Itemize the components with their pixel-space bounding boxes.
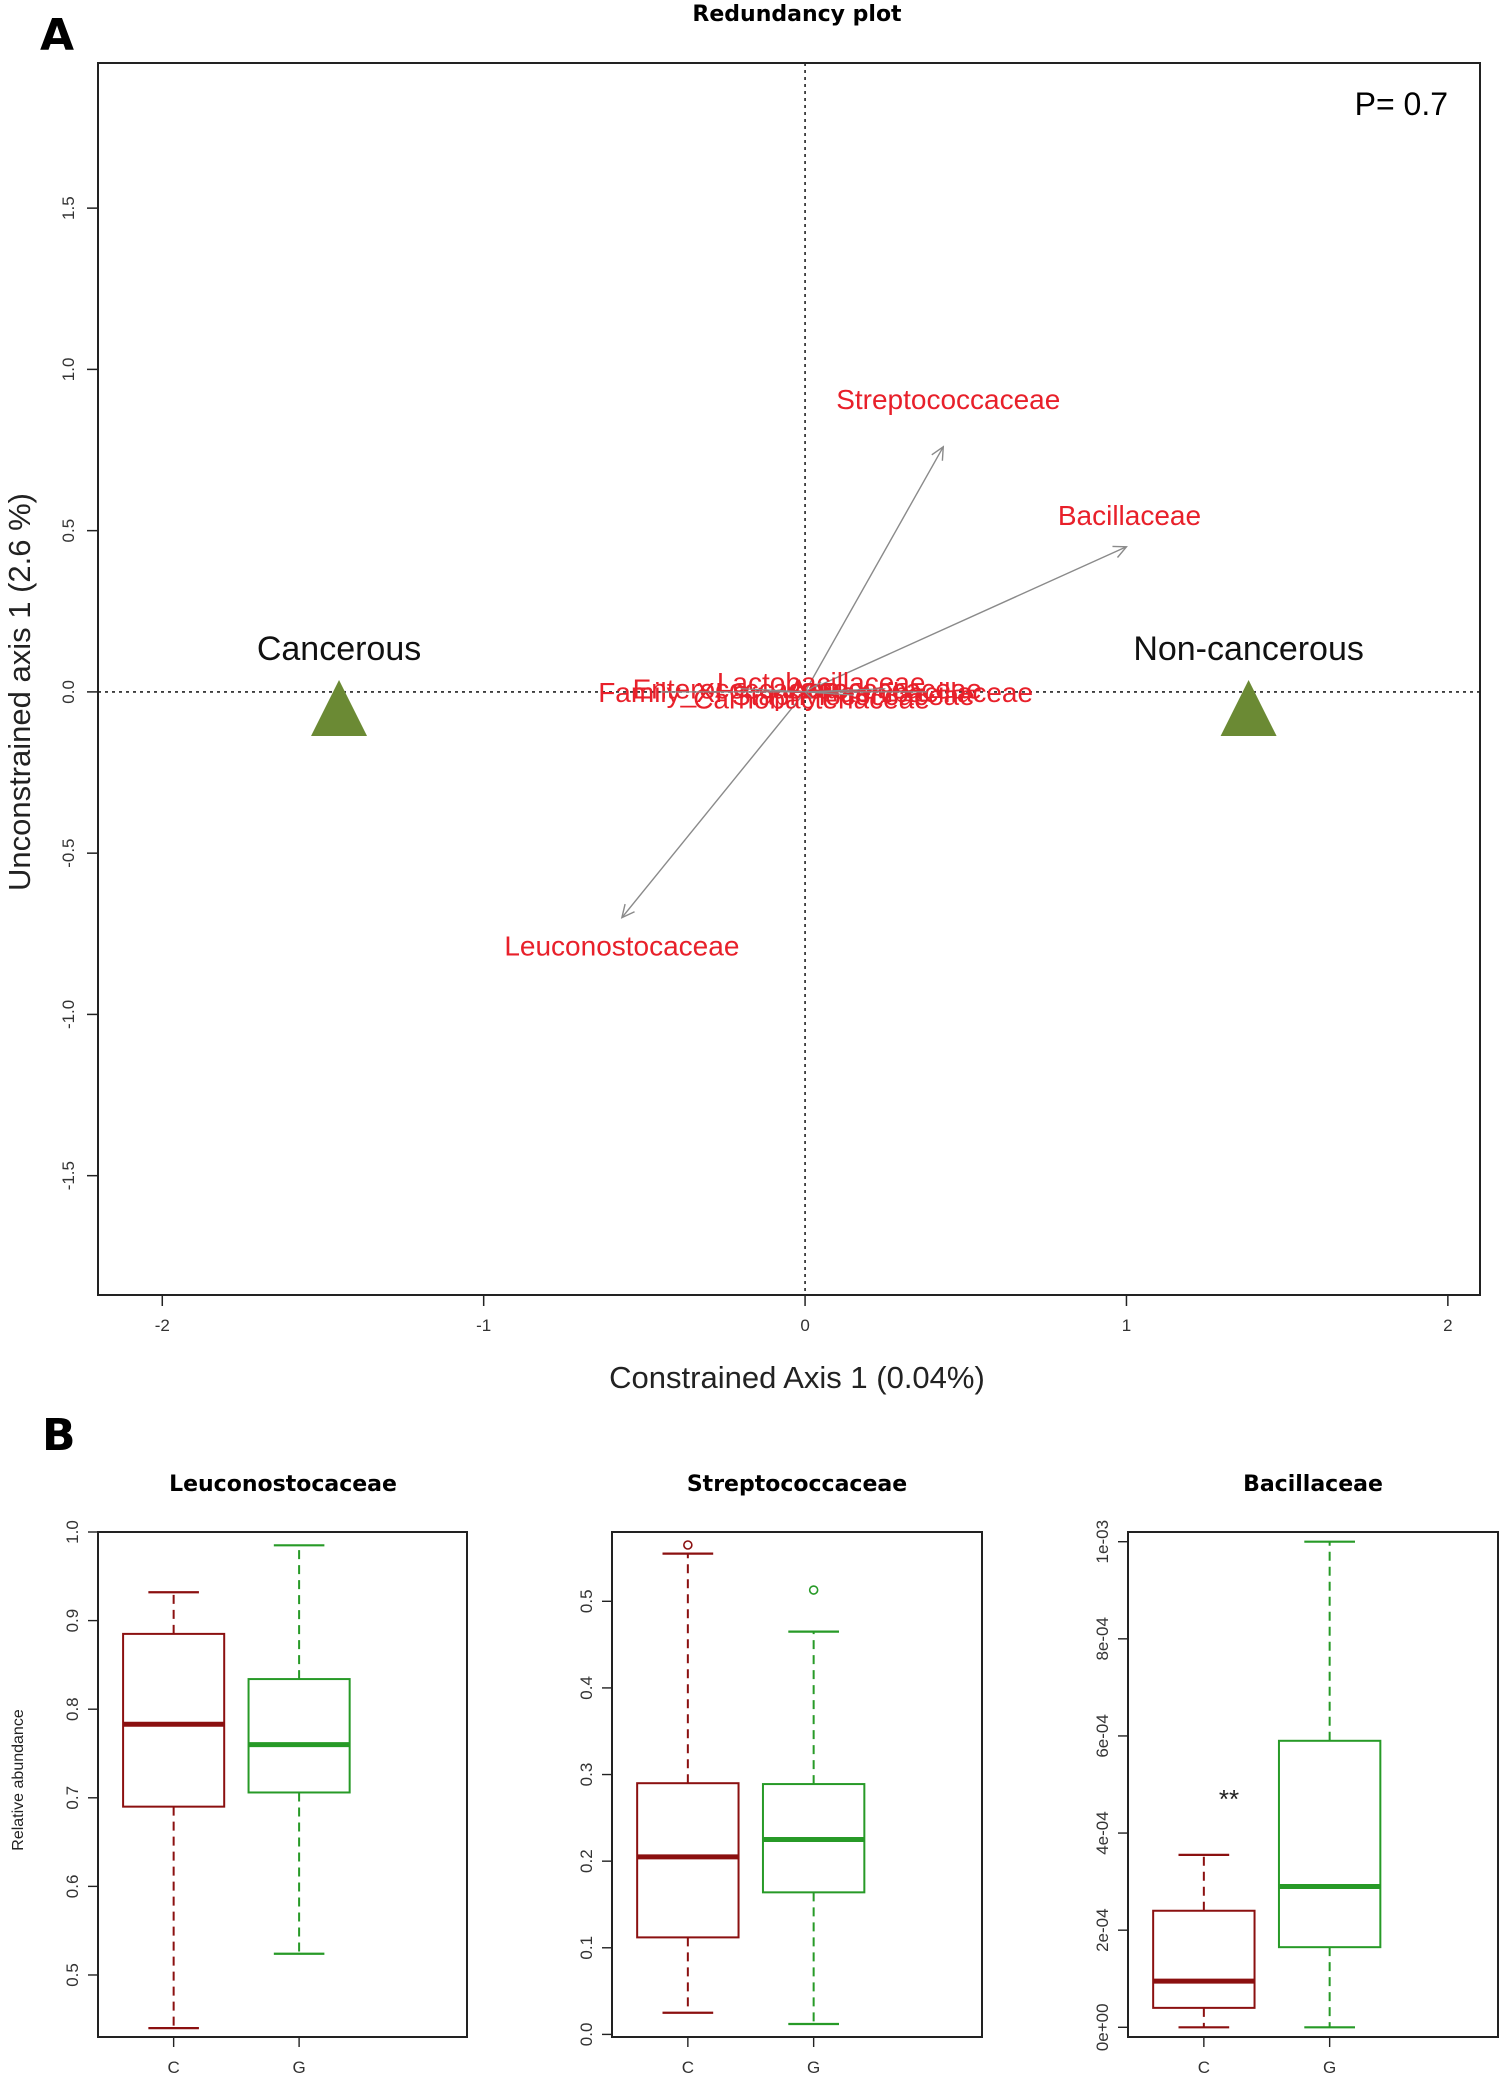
rda-y-tick-label: 0.5: [59, 519, 78, 543]
panel-b-letter: B: [42, 1410, 76, 1461]
boxplot-y-tick-label: 4e-04: [1093, 1811, 1112, 1854]
p-value-annotation: P= 0.7: [1355, 86, 1448, 122]
boxplot-box: [1277, 1739, 1382, 1949]
rda-arrowhead: [620, 903, 635, 919]
rda-y-tick-label: -0.5: [59, 839, 78, 868]
rda-x-axis-title: Constrained Axis 1 (0.04%): [609, 1360, 985, 1395]
boxplot-leuconostocaceae-title: Leuconostocaceae: [169, 1472, 397, 1497]
boxplot-y-tick-label: 0.3: [577, 1763, 596, 1787]
boxplot-y-tick-label: 0.7: [63, 1786, 82, 1810]
group-label: Non-cancerous: [1133, 630, 1364, 668]
group-marker: [1220, 680, 1277, 737]
rda-axes: -2 -1 0 1 2 -1.5 -1.0 -0.5 0.0 0.5 1.0 1.5: [59, 63, 1480, 1335]
boxplot-frame: [1127, 1531, 1499, 2038]
rda-x-tick-label: 1: [1122, 1316, 1131, 1335]
boxplot-outlier: [808, 1585, 819, 1595]
boxplot-box: [122, 1632, 226, 1808]
boxplot-outlier: [683, 1540, 693, 1550]
boxplot-y-tick-label: 6e-04: [1093, 1714, 1112, 1757]
rda-x-tick-label: -2: [155, 1316, 170, 1335]
rda-arrow: [804, 691, 812, 699]
boxplot-y-tick-label: 1.0: [63, 1520, 82, 1544]
boxplot-category-label: C: [1198, 2058, 1210, 2077]
boxplot-category-label: C: [682, 2058, 694, 2077]
rda-x-tick-label: -1: [476, 1316, 491, 1335]
boxplot-y-tick-label: 0.8: [63, 1697, 82, 1721]
rda-y-axis-title: Unconstrained axis 1 (2.6 %): [2, 493, 37, 891]
rda-taxon-label: Bacillaceae: [1058, 500, 1201, 531]
rda-arrow: [804, 446, 944, 693]
boxplot-y-tick-label: 2e-04: [1093, 1908, 1112, 1951]
boxplot-box: [1152, 1909, 1256, 2009]
boxplot-y-tick-label: 0.5: [577, 1589, 596, 1613]
boxplot-category-label: G: [1323, 2058, 1336, 2077]
rda-arrow: [804, 681, 822, 693]
rda-x-tick-label: 0: [800, 1316, 809, 1335]
boxplot-y-tick-label: 0.6: [63, 1875, 82, 1899]
boxplot-frame: [97, 1531, 468, 2038]
boxplot-category-label: G: [292, 2058, 305, 2077]
boxplot-y-tick-label: 0.9: [63, 1609, 82, 1633]
panel-a-letter: A: [40, 10, 74, 61]
boxplot-box: [247, 1678, 351, 1794]
rda-arrowhead: [931, 445, 945, 461]
rda-taxon-label: Staphylococcaceae: [732, 680, 975, 711]
boxplot-category-label: C: [168, 2058, 180, 2077]
group-label: Cancerous: [257, 630, 421, 668]
rda-taxon-label: Leuconostocaceae: [504, 931, 739, 962]
boxplot-y-tick-label: 0.0: [577, 2023, 596, 2047]
boxplot-y-tick-label: 0.1: [577, 1936, 596, 1960]
boxplot-y-tick-label: 1e-03: [1093, 1520, 1112, 1563]
rda-y-tick-label: 1.5: [59, 196, 78, 220]
rda-y-tick-label: -1.5: [59, 1161, 78, 1190]
rda-groups: Cancerous Non-cancerous: [257, 630, 1364, 737]
boxplot-streptococcaceae: Streptococcaceae 0.0 0.1 0.2 0.3 0.4 0.5 C G: [577, 1472, 983, 2077]
group-marker: [311, 680, 368, 737]
rda-arrow: [805, 688, 886, 693]
rda-arrowhead: [1112, 545, 1128, 558]
rda-plot-frame: [97, 62, 1481, 1296]
boxplot-leuconostocaceae: Leuconostocaceae Relative abundance 0.5 0…: [10, 1472, 468, 2077]
boxplot-y-tick-label: 0.4: [577, 1676, 596, 1700]
boxplot-box: [636, 1782, 740, 1939]
redundancy-plot: Redundancy plot -2 -1 0 1 2 -1.5 -1.0 -0.5 0.0 0.…: [2, 2, 1481, 1395]
boxplot-y-tick-label: 8e-04: [1093, 1617, 1112, 1660]
boxplot-y-tick-label: 0.2: [577, 1849, 596, 1873]
rda-taxon-label: Streptococcaceae: [836, 384, 1060, 415]
boxplot-category-label: G: [807, 2058, 820, 2077]
rda-y-tick-label: 1.0: [59, 358, 78, 382]
rda-x-tick-label: 2: [1443, 1316, 1452, 1335]
boxplot-bacillaceae: Bacillaceae ** 0e+00 2e-04 4e-04 6e-04 8e-04…: [1093, 1472, 1499, 2077]
relative-abundance-axis-title: Relative abundance: [10, 1709, 27, 1851]
boxplot-bacillaceae-title: Bacillaceae: [1243, 1472, 1383, 1497]
rda-y-tick-label: -1.0: [59, 1000, 78, 1029]
rda-arrows: Streptococcaceae Bacillaceae Leuconostocac…: [504, 384, 1201, 962]
boxplot-frame: [611, 1531, 983, 2038]
boxplot-y-tick-label: 0e+00: [1093, 2003, 1112, 2051]
boxplot-streptococcaceae-title: Streptococcaceae: [687, 1472, 907, 1497]
significance-annotation: **: [1219, 1784, 1239, 1814]
rda-arrow: [804, 546, 1127, 693]
rda-y-tick-label: 0.0: [59, 680, 78, 704]
boxplot-y-tick-label: 0.5: [63, 1963, 82, 1987]
rda-arrow: [621, 691, 806, 919]
rda-title: Redundancy plot: [692, 2, 902, 27]
